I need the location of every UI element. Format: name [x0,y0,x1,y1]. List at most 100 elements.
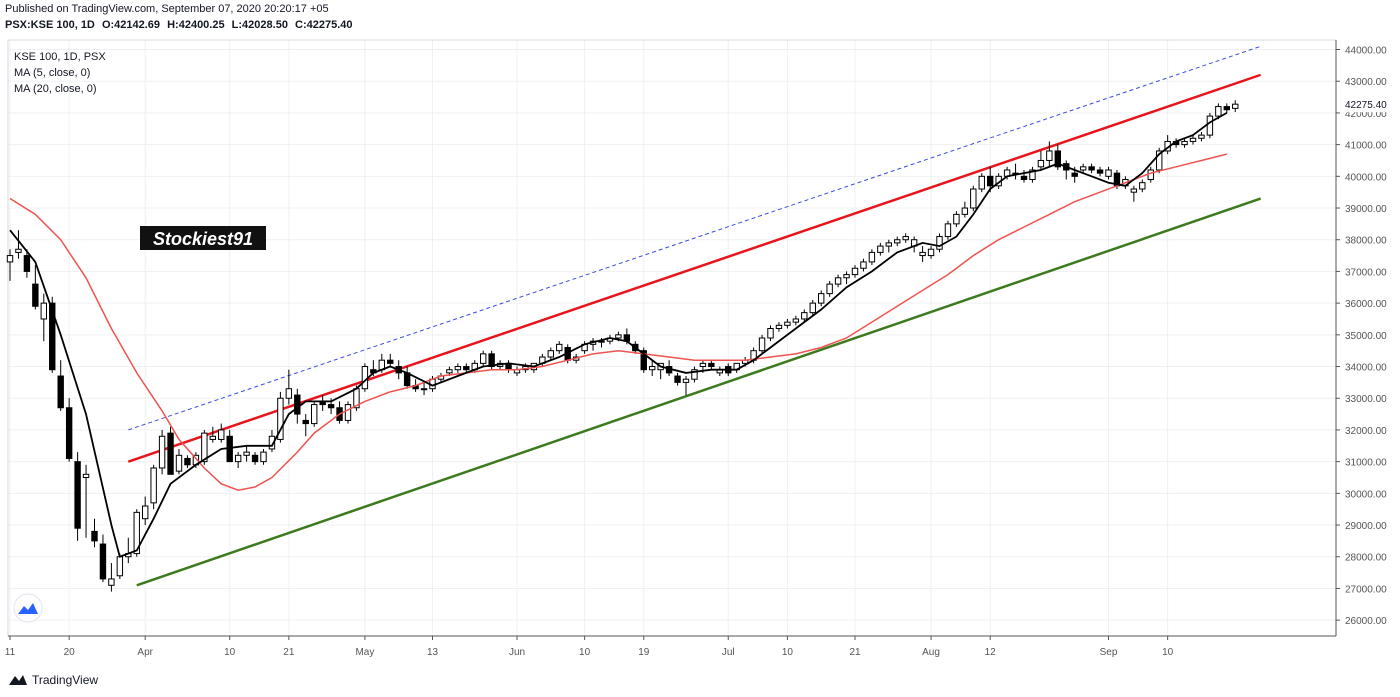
y-tick-label: 29000.00 [1345,521,1387,532]
candle-body [944,223,952,238]
candle [868,249,876,266]
candle [57,360,64,411]
candle [15,230,22,259]
candle [1012,163,1019,180]
candle-body [268,435,276,450]
candle-body [868,251,876,263]
candle [606,334,614,345]
candle-body [446,369,453,374]
candle-body [277,397,284,440]
candle-body [234,454,242,463]
candle-body [167,432,174,475]
candle-body [894,239,901,244]
y-tick-label: 32000.00 [1345,426,1387,437]
x-tick-label: Jun [509,647,525,658]
candle [649,360,656,377]
time-axis[interactable]: 11 20 Apr 10 21 May 13 Jun 10 19 Jul 10 21 Aug 12 Sep 10 [5,635,1336,658]
candle-body [285,388,293,399]
candle-body [82,473,90,478]
x-tick-label: Apr [137,647,153,658]
candle [944,220,952,240]
y-tick-label: 38000.00 [1345,236,1387,247]
candle-body [201,432,208,463]
candle-body [6,255,14,263]
candle-body [801,312,808,320]
candle [82,464,90,538]
candle-body [488,353,495,368]
y-tick-label: 33000.00 [1345,394,1387,405]
candles [6,100,1239,592]
candle [285,369,293,405]
x-tick-label: 12 [985,647,997,658]
tradingview-footer-icon [9,675,27,685]
candle-body [158,435,166,469]
watermark-badge: Stockiest91 [140,226,266,250]
candle [251,452,259,465]
candle-body [175,454,183,472]
grid [8,40,1336,636]
candle [640,347,647,373]
plot-frame [7,39,1337,637]
candle [175,448,183,475]
candle [843,271,850,285]
candle-body [640,350,647,371]
candle-body [1054,150,1061,168]
candle [970,185,977,212]
candle [1198,131,1205,142]
candle [40,293,47,342]
candle-body [420,388,428,391]
y-tick-label: 34000.00 [1345,363,1387,374]
price-axis[interactable]: 26000.00 27000.00 28000.00 29000.00 30000.00… [1335,40,1393,636]
candle [834,274,842,288]
candle [226,429,233,463]
last-price-box [1337,96,1393,113]
candle [716,366,723,377]
candle-body [1029,169,1036,180]
candle [268,429,276,453]
candle [792,315,800,326]
candle [1189,135,1197,145]
candle-body [699,362,707,368]
candle [877,242,884,256]
candle [1147,166,1154,183]
published-line: Published on TradingView.com, September … [5,3,329,15]
x-tick-label: 19 [638,647,650,658]
ma5-line [9,112,1228,558]
candle-body [1079,166,1087,171]
candle-body [1147,169,1154,180]
x-tick-label: Jul [722,647,735,658]
candle [420,382,428,396]
candle [1223,103,1230,113]
candle-body [919,251,926,257]
legend-symbol: KSE 100, 1D, PSX [14,51,106,63]
candle-body [767,327,774,339]
candle-body [1181,140,1188,146]
candle [158,429,166,475]
candle-body [953,213,960,225]
candle [860,258,867,272]
candle [1206,112,1214,139]
candle-body [936,236,943,250]
candle-body [792,318,800,323]
candle [885,239,892,253]
close-value: C:42275.40 [295,19,353,31]
y-tick-label: 39000.00 [1345,204,1387,215]
candle-body [15,248,22,253]
candle-body [885,242,892,247]
candle [1088,163,1095,174]
y-tick-label: 43000.00 [1345,77,1387,88]
candle [91,518,98,548]
candle-body [49,302,56,371]
tradingview-logo-badge[interactable] [13,593,43,623]
candle [513,366,521,377]
candle [978,173,985,193]
candle [801,309,808,323]
candle [142,496,149,526]
candle [480,350,487,367]
candle [1164,135,1171,155]
x-tick-label: 13 [427,647,439,658]
candle [961,201,969,218]
footer: TradingView [8,673,98,687]
candle-body [311,404,318,425]
